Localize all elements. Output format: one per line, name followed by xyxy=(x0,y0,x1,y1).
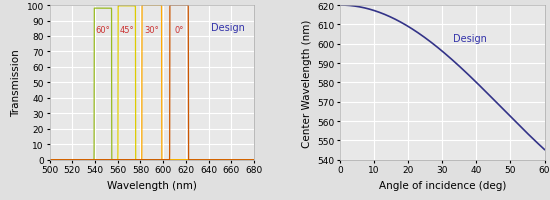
Text: Design: Design xyxy=(453,34,486,44)
Text: 30°: 30° xyxy=(145,26,159,35)
Text: 45°: 45° xyxy=(119,26,134,35)
X-axis label: Wavelength (nm): Wavelength (nm) xyxy=(107,180,197,190)
Y-axis label: Center Wavelength (nm): Center Wavelength (nm) xyxy=(301,19,312,147)
Text: 60°: 60° xyxy=(96,26,111,35)
Y-axis label: Transmission: Transmission xyxy=(11,49,21,117)
Text: 0°: 0° xyxy=(174,26,184,35)
X-axis label: Angle of incidence (deg): Angle of incidence (deg) xyxy=(378,180,506,190)
Text: Design: Design xyxy=(211,23,245,33)
